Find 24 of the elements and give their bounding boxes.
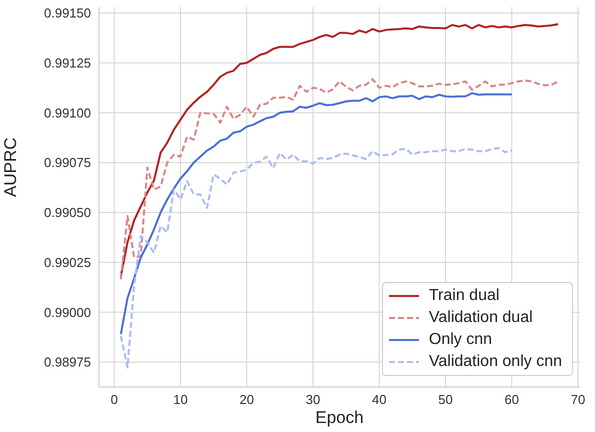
y-tick-label: 0.98975 <box>44 354 91 370</box>
legend-label: Validation only cnn <box>428 352 562 372</box>
y-tick-label: 0.99150 <box>44 6 91 21</box>
x-tick-label: 10 <box>173 392 188 408</box>
line-series <box>120 23 560 278</box>
x-tick-label: 30 <box>306 392 320 408</box>
x-tick-label: 60 <box>504 392 519 408</box>
y-tick-label: 0.99000 <box>44 304 91 320</box>
legend-label: Validation dual <box>428 308 533 328</box>
x-tick-label: 0 <box>110 392 118 408</box>
y-tick-label: 0.99075 <box>44 155 91 170</box>
y-axis-title: AUPRC <box>1 137 20 197</box>
x-tick-label: 70 <box>570 392 586 408</box>
y-tick-label: 0.99100 <box>44 105 91 120</box>
x-tick-label: 50 <box>438 392 453 408</box>
line-series <box>120 78 560 280</box>
x-tick-label: 40 <box>372 392 386 408</box>
legend-label: Only cnn <box>428 330 492 350</box>
x-tick-label: 20 <box>240 392 254 408</box>
y-tick-label: 0.99050 <box>44 205 91 220</box>
y-tick-label: 0.99125 <box>44 55 91 70</box>
x-axis-title: Epoch <box>315 408 364 427</box>
legend-label: Train dual <box>428 286 500 306</box>
y-tick-label: 0.99025 <box>44 254 91 270</box>
